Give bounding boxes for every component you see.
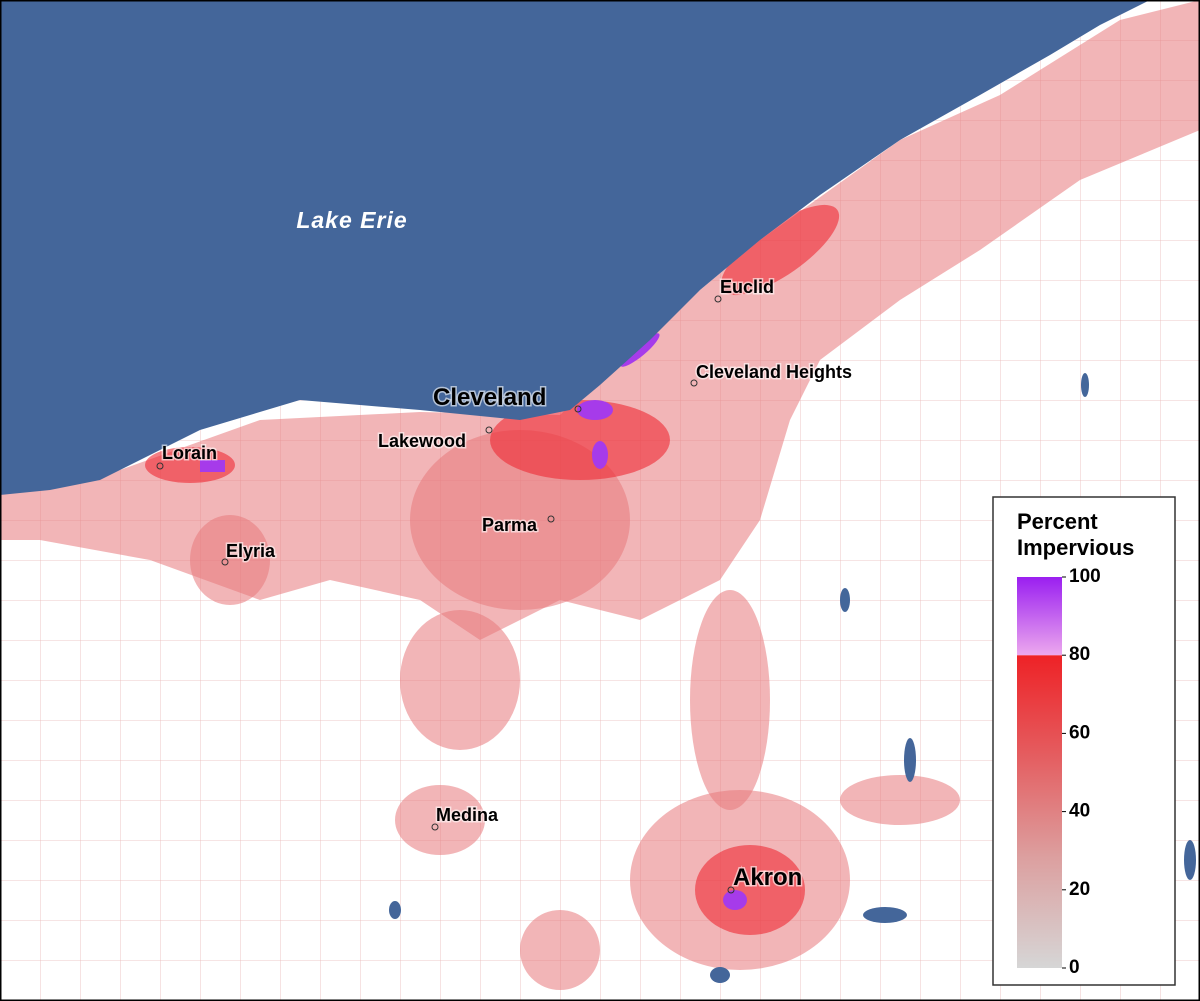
colorbar-high (1017, 577, 1062, 656)
high-impervious (200, 333, 747, 910)
place-marker (156, 462, 164, 470)
legend-tick-label: 80 (1069, 644, 1090, 665)
place-marker (727, 886, 735, 894)
water-label: Lake Erie (296, 207, 407, 233)
place-marker (574, 405, 582, 413)
place-label: Cleveland (433, 384, 546, 411)
place-marker (547, 515, 555, 523)
place-marker (221, 558, 229, 566)
legend-tick-label: 100 (1069, 566, 1101, 587)
legend-tick-label: 0 (1069, 957, 1080, 978)
place-label: Parma (482, 515, 538, 535)
legend-tick-label: 20 (1069, 879, 1090, 900)
legend-tick-label: 40 (1069, 801, 1090, 822)
place-label: Cleveland Heights (696, 362, 852, 382)
dense-areas (145, 204, 840, 935)
legend-tick-label: 60 (1069, 722, 1090, 743)
place-label: Lorain (162, 443, 217, 463)
place-label: Elyria (226, 541, 276, 561)
place-marker (714, 295, 722, 303)
place-label: Lakewood (378, 431, 466, 451)
lake-erie (0, 0, 1150, 495)
place-marker (431, 823, 439, 831)
place-marker (485, 426, 493, 434)
place-label: Medina (436, 805, 499, 825)
legend-title: Percent (1017, 509, 1098, 534)
place-label: Euclid (720, 277, 774, 297)
place-label: Akron (733, 864, 802, 891)
colorbar-low (1017, 655, 1062, 968)
inland-lakes (389, 373, 1196, 983)
place-marker (690, 379, 698, 387)
place-labels: Cleveland Euclid Cleveland Heights Lakewood… (156, 276, 854, 894)
legend-title: Impervious (1017, 535, 1134, 560)
